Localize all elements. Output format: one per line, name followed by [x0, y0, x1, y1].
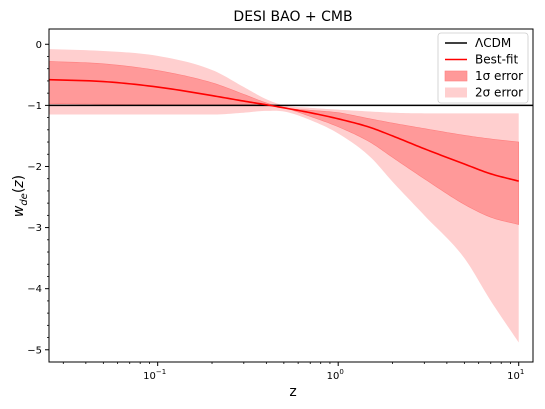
legend-box — [437, 32, 529, 104]
x-tick-label: 101 — [507, 368, 524, 382]
two-sigma-band — [49, 49, 519, 343]
bestfit-line — [48, 78, 519, 182]
y-tick-label: −4 — [27, 284, 42, 295]
legend-bestfit-label: Best-fit — [475, 53, 518, 67]
y-tick-label: −2 — [27, 162, 42, 173]
chart-title: DESI BAO + CMB — [233, 9, 352, 25]
y-axis-label-text: wde(z) — [11, 175, 30, 217]
y-tick-label: −5 — [27, 345, 42, 356]
y-tick-label: 0 — [36, 40, 42, 51]
x-tick-label: 100 — [327, 368, 344, 382]
axes: 0 −1 −2 −3 −4 −5 10−1 100 101 — [27, 28, 534, 382]
plot-frame — [48, 28, 534, 363]
legend-two_sigma-swatch — [445, 87, 467, 98]
legend-one_sigma-label: 1σ error — [475, 69, 523, 83]
legend-two_sigma-label: 2σ error — [475, 86, 523, 100]
x-axis-label: z — [289, 384, 296, 400]
legend-one_sigma-swatch — [444, 70, 468, 82]
x-tick-label: 10−1 — [143, 368, 166, 382]
y-axis-label: wde(z) — [11, 175, 30, 217]
y-tick-label: −3 — [27, 223, 42, 234]
legend-lcdm-label: ΛCDM — [475, 36, 511, 50]
legend: ΛCDM Best-fit 1σ error 2σ error — [437, 32, 529, 104]
plot-area — [48, 49, 533, 343]
y-tick-label: −1 — [27, 101, 42, 112]
